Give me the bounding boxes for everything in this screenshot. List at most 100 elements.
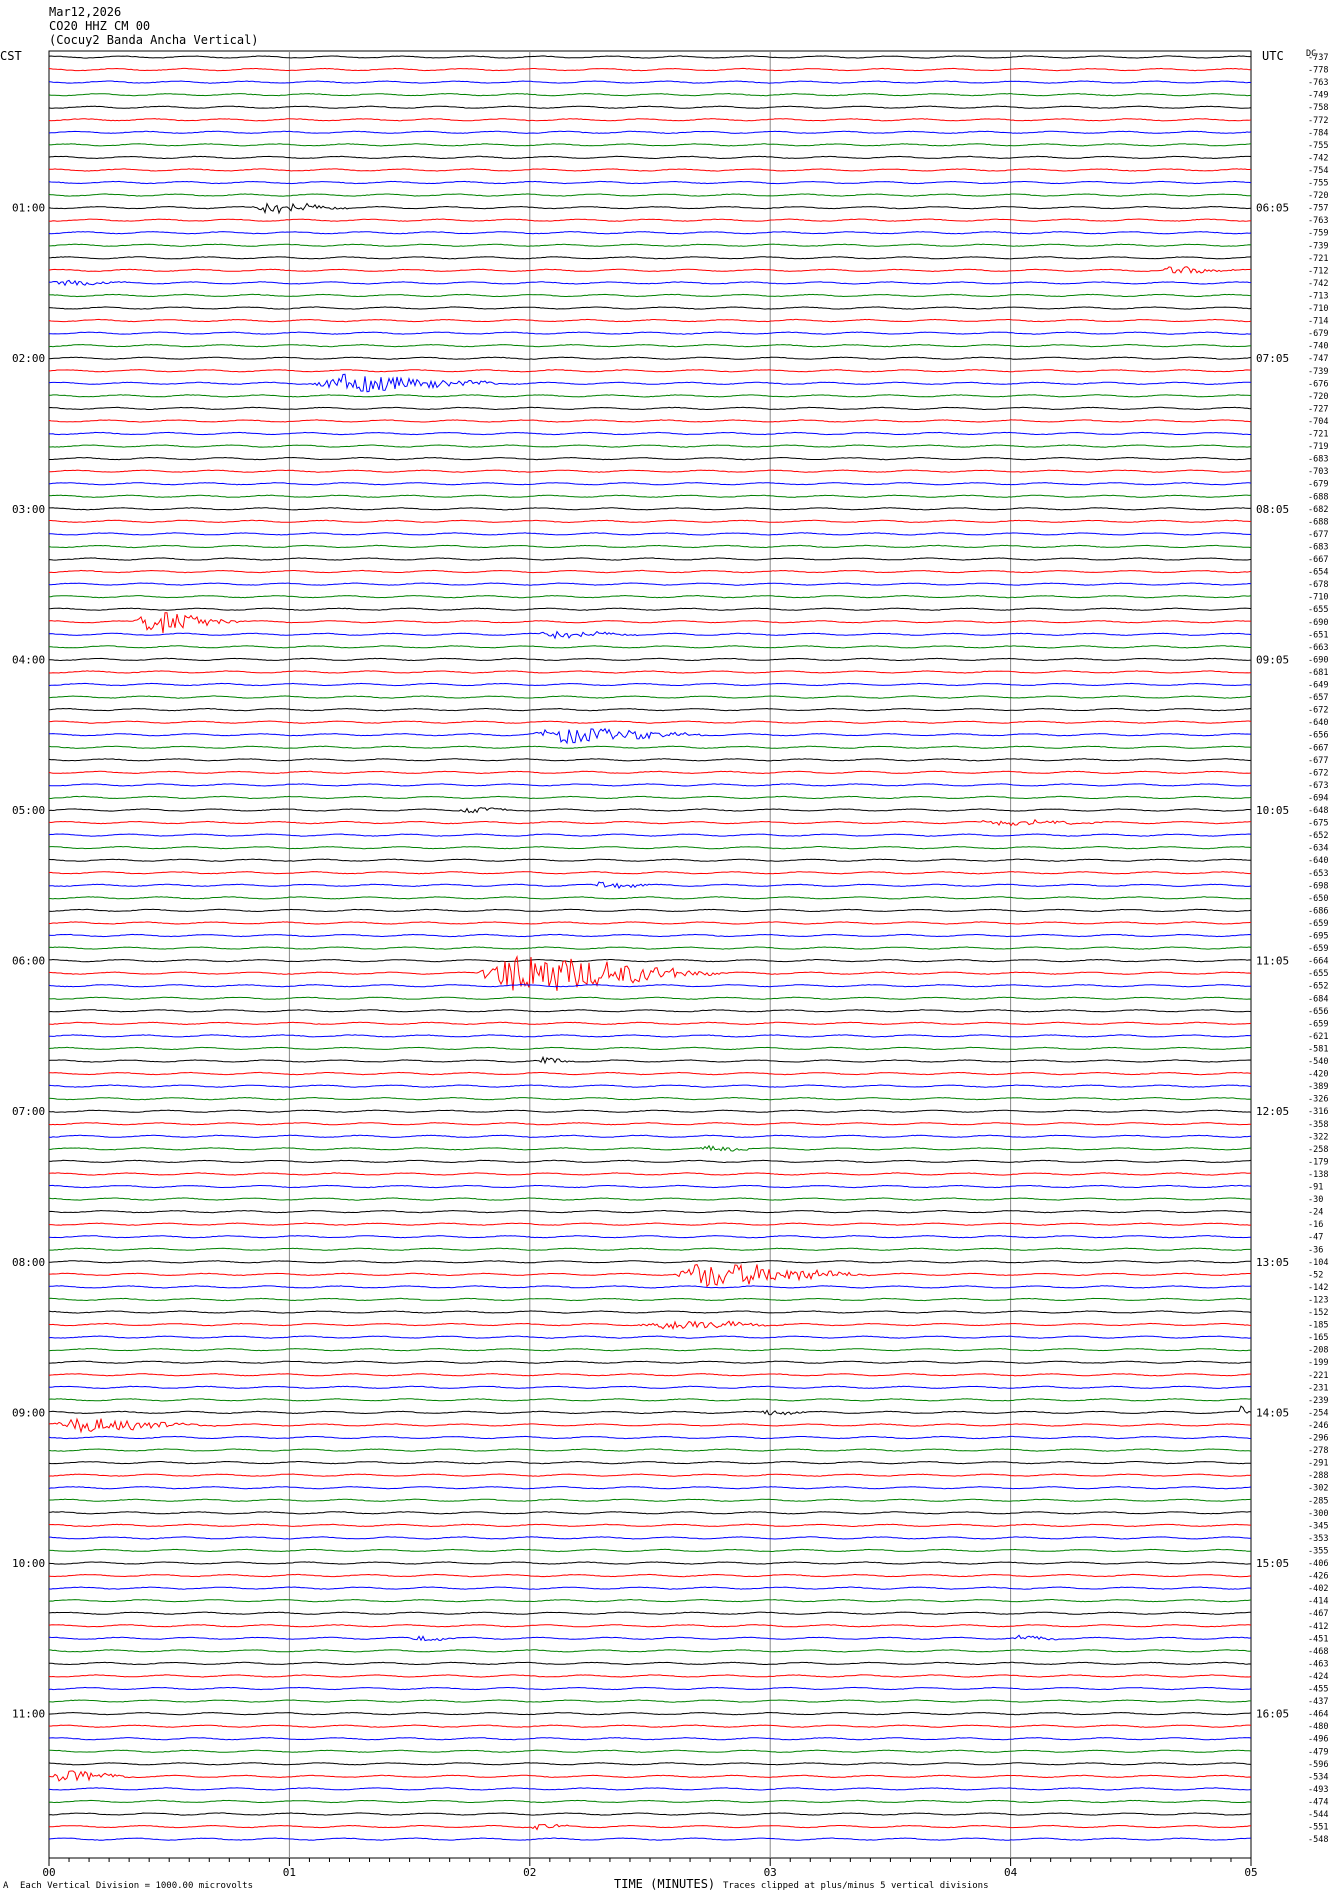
dc-offset-label: -300 [1308, 1509, 1328, 1519]
trace-row-19 [48, 293, 1252, 298]
trace-row-67 [48, 896, 1252, 900]
dc-offset-label: -36 [1308, 1245, 1323, 1255]
trace-row-127 [48, 1649, 1252, 1653]
trace-row-90 [48, 1184, 1252, 1189]
dc-offset-label: -739 [1308, 367, 1328, 377]
right-time-label: 16:05 [1256, 1708, 1289, 1721]
trace-row-7 [48, 143, 1252, 147]
trace-row-135 [48, 1749, 1252, 1753]
dc-offset-label: -463 [1308, 1659, 1328, 1669]
dc-offset-label: -24 [1308, 1208, 1323, 1218]
dc-offset-label: -677 [1308, 756, 1328, 766]
dc-offset-label: -480 [1308, 1722, 1328, 1732]
trace-row-101 [48, 1320, 1252, 1330]
dc-offset-label: -246 [1308, 1421, 1328, 1431]
trace-row-117 [48, 1523, 1251, 1528]
dc-offset-label: -720 [1308, 191, 1328, 201]
trace-row-62 [48, 833, 1252, 837]
dc-offset-label: -688 [1308, 517, 1328, 527]
left-time-label: 05:00 [12, 804, 45, 817]
dc-offset-label: -655 [1308, 605, 1328, 615]
dc-offset-label: -302 [1308, 1484, 1328, 1494]
trace-row-14 [48, 231, 1252, 235]
trace-row-37 [49, 519, 1252, 524]
dc-offset-label: -138 [1308, 1170, 1328, 1180]
dc-offset-label: -758 [1308, 103, 1328, 113]
trace-row-31 [48, 444, 1252, 448]
dc-offset-label: -676 [1308, 379, 1328, 389]
trace-row-15 [49, 243, 1252, 247]
dc-offset-label: -757 [1308, 204, 1328, 214]
dc-offset-label: -683 [1308, 455, 1328, 465]
trace-row-35 [48, 494, 1252, 498]
x-axis-title: TIME (MINUTES) [614, 1877, 715, 1891]
dc-offset-label: -686 [1308, 906, 1328, 916]
trace-row-23 [48, 343, 1252, 348]
trace-row-53 [48, 720, 1252, 724]
dc-offset-label: -291 [1308, 1459, 1328, 1469]
right-time-label: 10:05 [1256, 804, 1289, 817]
dc-offset-label: -672 [1308, 706, 1328, 716]
trace-row-44 [48, 607, 1252, 611]
trace-row-94 [48, 1235, 1251, 1239]
trace-row-113 [48, 1473, 1252, 1477]
right-time-label: 14:05 [1256, 1406, 1289, 1419]
dc-offset-label: -596 [1308, 1760, 1328, 1770]
trace-row-141 [48, 1823, 1252, 1831]
x-tick-label: 05 [1244, 1866, 1257, 1879]
dc-offset-label: -464 [1308, 1710, 1328, 1720]
trace-row-57 [48, 770, 1252, 775]
dc-offset-label: -684 [1308, 994, 1328, 1004]
dc-offset-label: -551 [1308, 1823, 1328, 1833]
dc-offset-label: -179 [1308, 1157, 1328, 1167]
dc-offset-label: -389 [1308, 1082, 1328, 1092]
trace-row-69 [48, 921, 1252, 925]
dc-offset-label: -739 [1308, 241, 1328, 251]
dc-offset-label: -104 [1308, 1258, 1328, 1268]
trace-row-38 [49, 532, 1252, 536]
dc-offset-label: -353 [1308, 1534, 1328, 1544]
dc-offset-label: -650 [1308, 894, 1328, 904]
trace-row-79 [48, 1046, 1252, 1051]
trace-row-93 [49, 1222, 1252, 1226]
dc-offset-label: -165 [1308, 1333, 1328, 1343]
dc-offset-label: -540 [1308, 1057, 1328, 1067]
dc-offset-label: -420 [1308, 1070, 1328, 1080]
dc-offset-label: -322 [1308, 1132, 1328, 1142]
dc-offset-label: -784 [1308, 128, 1328, 138]
trace-row-56 [48, 758, 1252, 762]
trace-row-106 [48, 1385, 1252, 1389]
trace-row-92 [48, 1209, 1252, 1214]
x-tick-label: 01 [283, 1866, 296, 1879]
dc-offset-label: -681 [1308, 668, 1328, 678]
left-time-label: 08:00 [12, 1256, 45, 1269]
trace-row-78 [49, 1034, 1251, 1038]
trace-row-16 [48, 256, 1252, 260]
dc-offset-label: -221 [1308, 1371, 1328, 1381]
trace-row-64 [48, 858, 1252, 862]
trace-row-115 [48, 1498, 1252, 1502]
trace-row-120 [48, 1561, 1251, 1565]
trace-row-137 [48, 1770, 1252, 1782]
trace-row-81 [49, 1071, 1252, 1076]
trace-row-12 [48, 202, 1252, 215]
dc-offset-label: -581 [1308, 1044, 1328, 1054]
left-time-label: 07:00 [12, 1105, 45, 1118]
trace-row-109 [48, 1417, 1252, 1434]
dc-offset-label: -91 [1308, 1183, 1323, 1193]
trace-row-133 [48, 1724, 1252, 1728]
trace-row-116 [48, 1511, 1252, 1515]
trace-row-114 [48, 1486, 1252, 1490]
dc-offset-label: -740 [1308, 342, 1328, 352]
dc-offset-labels: -737 -778 -763 -749 -758 -772 -784 -755 -742 -754… [1308, 53, 1328, 1845]
footer-mark: A [3, 1881, 9, 1891]
left-time-label: 02:00 [12, 352, 45, 365]
trace-row-121 [48, 1573, 1252, 1578]
trace-row-26 [48, 373, 1252, 393]
trace-row-104 [49, 1360, 1251, 1364]
right-time-label: 15:05 [1256, 1557, 1289, 1570]
trace-row-73 [48, 954, 1252, 991]
dc-offset-label: -654 [1308, 568, 1328, 578]
station-name-label: (Cocuy2 Banda Ancha Vertical) [49, 33, 259, 47]
